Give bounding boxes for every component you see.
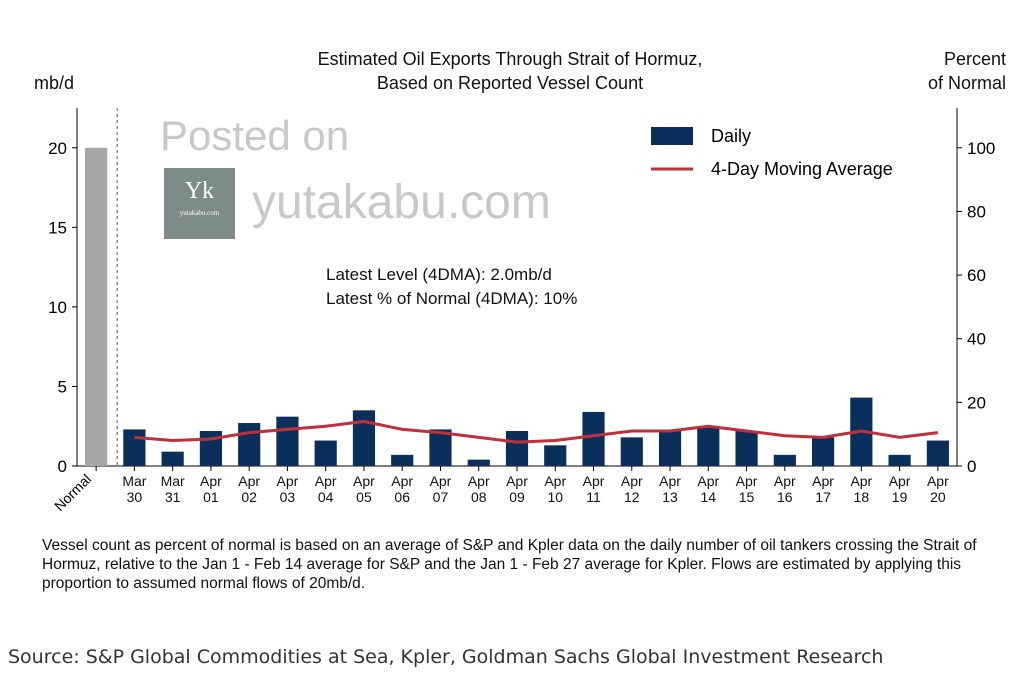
legend-swatch <box>651 127 693 145</box>
legend-label: Daily <box>711 126 751 146</box>
x-tick-label: Apr 15 <box>735 473 758 505</box>
bar <box>467 459 490 466</box>
annotation: Latest Level (4DMA): 2.0mb/d <box>326 265 552 284</box>
x-tick-label: Apr 07 <box>429 473 452 505</box>
footnote: Vessel count as percent of normal is bas… <box>42 537 977 592</box>
x-tick-label: Apr 05 <box>353 473 375 505</box>
y-tick-label: 5 <box>58 377 67 396</box>
x-tick-label: Apr 10 <box>544 473 567 505</box>
bar <box>811 437 835 466</box>
bar <box>391 454 414 466</box>
logo-mark: Yk <box>184 178 215 204</box>
x-tick-label: Apr 11 <box>582 473 605 505</box>
y2-tick-label: 0 <box>967 457 976 476</box>
bar <box>926 440 949 466</box>
bar <box>85 147 108 466</box>
y2-tick-label: 80 <box>967 202 986 221</box>
legend-label: 4-Day Moving Average <box>711 159 893 179</box>
x-tick-label: Apr 16 <box>773 473 796 505</box>
bar <box>123 429 146 466</box>
y2-tick-label: 40 <box>967 330 986 349</box>
line <box>134 419 939 444</box>
y-tick-label: 0 <box>58 457 67 476</box>
bar <box>238 423 261 466</box>
y2-tick-label: 20 <box>967 393 986 412</box>
x-tick-label: Apr 13 <box>659 473 681 505</box>
x-tick-label: Apr 12 <box>620 473 643 505</box>
x-tick-label: Mar 31 <box>160 473 185 505</box>
annotation: Latest % of Normal (4DMA): 10% <box>326 289 578 308</box>
source: Source: S&P Global Commodities at Sea, K… <box>8 646 884 668</box>
x-tick-label: Apr 14 <box>697 473 720 505</box>
bar <box>620 437 643 466</box>
x-tick-label: Mar 30 <box>122 473 147 505</box>
bar <box>735 430 758 466</box>
x-tick-label: Apr 02 <box>238 473 261 505</box>
bar <box>314 440 337 466</box>
watermark: yutakabu.com <box>252 176 551 229</box>
watermark: Posted on <box>160 112 350 159</box>
x-tick-label: Apr 04 <box>314 473 337 505</box>
y2-axis-label: Percent of Normal <box>927 49 1006 93</box>
x-tick-label: Apr 03 <box>276 473 299 505</box>
x-tick-label: Apr 20 <box>926 473 949 505</box>
y-tick-label: 20 <box>48 139 67 158</box>
x-tick-label: Normal <box>51 471 94 514</box>
y-axis-label: mb/d <box>34 73 75 93</box>
bar <box>888 454 911 466</box>
y-tick-label: 10 <box>48 298 67 317</box>
x-tick-label: Apr 09 <box>506 473 528 505</box>
x-tick-label: Apr 06 <box>391 473 414 505</box>
bar <box>161 451 184 466</box>
y2-tick-label: 60 <box>967 266 986 285</box>
bar <box>429 429 452 466</box>
bar <box>582 411 605 466</box>
y2-tick-label: 100 <box>967 139 995 158</box>
bar <box>658 430 682 466</box>
x-tick-label: Apr 01 <box>200 473 222 505</box>
y-tick-label: 15 <box>48 218 67 237</box>
chart-title: Estimated Oil Exports Through Strait of … <box>317 49 703 93</box>
bar <box>505 430 529 466</box>
logo-text: yutakabu.com <box>179 209 220 217</box>
bar <box>352 410 376 466</box>
x-tick-label: Apr 17 <box>812 473 834 505</box>
x-tick-label: Apr 18 <box>850 473 873 505</box>
bar <box>697 426 720 466</box>
bar <box>276 416 299 466</box>
x-tick-label: Apr 08 <box>467 473 490 505</box>
logo: Yk yutakabu.com <box>164 168 235 239</box>
bar <box>773 454 796 466</box>
x-tick-label: Apr 19 <box>888 473 911 505</box>
bar <box>544 445 567 466</box>
